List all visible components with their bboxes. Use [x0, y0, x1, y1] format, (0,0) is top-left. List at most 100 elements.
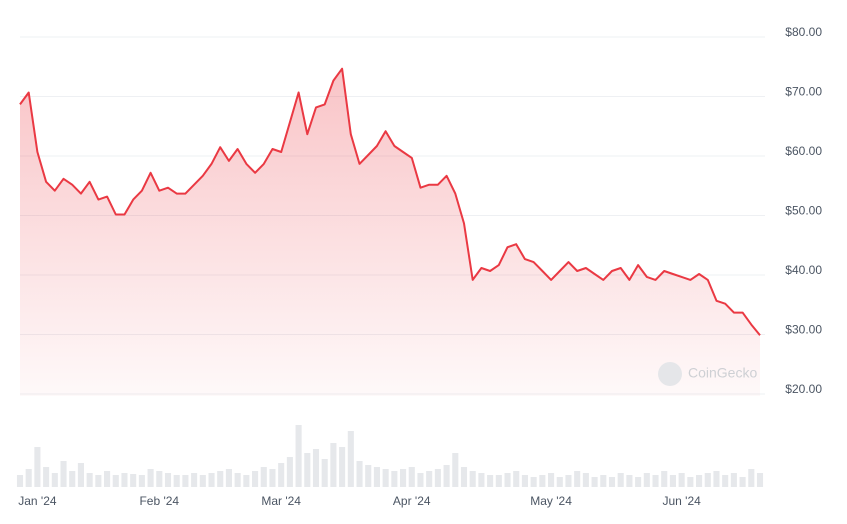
watermark-text: CoinGecko: [688, 365, 757, 381]
volume-bar: [295, 425, 302, 487]
volume-bar: [225, 469, 232, 487]
y-tick-label: $50.00: [785, 204, 822, 218]
volume-bar: [286, 457, 293, 487]
y-tick-label: $20.00: [785, 382, 822, 396]
volume-bar: [112, 475, 119, 487]
volume-bar: [565, 475, 572, 487]
y-tick-label: $30.00: [785, 323, 822, 337]
volume-bar: [269, 469, 276, 487]
watermark: CoinGecko: [658, 362, 757, 386]
volume-bar: [243, 475, 250, 487]
volume-bar: [164, 473, 172, 487]
volume-bar: [16, 475, 24, 487]
volume-bar: [617, 473, 624, 487]
volume-bar: [130, 474, 137, 487]
volume-bar: [234, 473, 241, 487]
volume-bar: [104, 471, 111, 487]
volume-bar: [748, 469, 755, 487]
y-tick-label: $70.00: [785, 85, 822, 99]
volume-bar: [43, 467, 50, 487]
volume-bar: [417, 473, 424, 487]
volume-bar: [156, 471, 163, 487]
volume-bar: [278, 463, 285, 487]
x-tick-label: Mar '24: [261, 494, 301, 508]
volume-bar: [730, 473, 737, 487]
price-line: [19, 67, 761, 336]
volume-bar: [182, 475, 189, 487]
volume-bar: [304, 453, 311, 487]
volume-bar: [495, 475, 502, 487]
volume-bar: [739, 477, 746, 487]
volume-bar: [452, 453, 459, 487]
volume-bar: [330, 443, 337, 487]
volume-bar: [713, 471, 720, 487]
volume-bar: [321, 459, 328, 487]
volume-bar: [69, 471, 76, 487]
volume-bar: [608, 477, 616, 487]
volume-bar: [339, 447, 346, 487]
volume-bar: [408, 467, 415, 487]
volume-bar: [661, 471, 668, 487]
volume-bar: [591, 477, 598, 487]
volume-bar: [478, 473, 485, 487]
x-tick-label: Apr '24: [393, 494, 431, 508]
volume-bar: [652, 475, 659, 487]
volume-bar: [539, 475, 546, 487]
volume-bar: [77, 463, 84, 487]
volume-bar: [121, 473, 128, 487]
volume-bar: [513, 471, 520, 487]
volume-bar: [51, 473, 58, 487]
volume-bar: [722, 475, 729, 487]
volume-bar: [669, 475, 676, 487]
volume-bar: [548, 473, 555, 487]
volume-bar: [469, 471, 476, 487]
volume-bar: [574, 471, 581, 487]
y-tick-label: $40.00: [785, 263, 822, 277]
volume-bar: [347, 431, 354, 487]
volume-bar: [504, 473, 511, 487]
volume-bar: [530, 477, 537, 487]
volume-bar: [460, 467, 468, 487]
volume-bar: [600, 475, 607, 487]
y-tick-label: $60.00: [785, 144, 822, 158]
volume-bar: [582, 473, 589, 487]
volume-bar: [556, 477, 563, 487]
x-tick-label: May '24: [530, 494, 572, 508]
volume-bar: [252, 471, 259, 487]
volume-bar: [704, 473, 711, 487]
volume-bar: [521, 475, 528, 487]
volume-bar: [191, 473, 198, 487]
volume-bar: [147, 469, 154, 487]
volume-bar: [400, 469, 407, 487]
x-tick-label: Jun '24: [662, 494, 701, 508]
volume-bar: [373, 467, 380, 487]
watermark-logo: [658, 362, 682, 386]
x-tick-label: Feb '24: [139, 494, 179, 508]
volume-bar: [260, 467, 267, 487]
volume-bar: [356, 461, 363, 487]
volume-bar: [643, 473, 650, 487]
volume-bar: [60, 461, 67, 487]
y-tick-label: $80.00: [785, 25, 822, 39]
volume-bar: [382, 469, 389, 487]
volume-bar: [95, 475, 102, 487]
volume-bar: [365, 465, 372, 487]
volume-bar: [173, 475, 180, 487]
volume-bar: [635, 477, 642, 487]
price-area: [20, 68, 760, 396]
volume-bar: [756, 473, 764, 487]
volume-bar: [86, 473, 93, 487]
volume-bar: [487, 475, 494, 487]
volume-bar: [443, 465, 450, 487]
volume-bar: [312, 449, 320, 487]
volume-bar: [626, 475, 633, 487]
x-tick-label: Jan '24: [18, 494, 57, 508]
volume-bar: [34, 447, 41, 487]
volume-bar: [138, 475, 145, 487]
volume-bar: [217, 471, 224, 487]
volume-bar: [391, 471, 398, 487]
volume-bar: [208, 473, 215, 487]
volume-bar: [687, 477, 694, 487]
